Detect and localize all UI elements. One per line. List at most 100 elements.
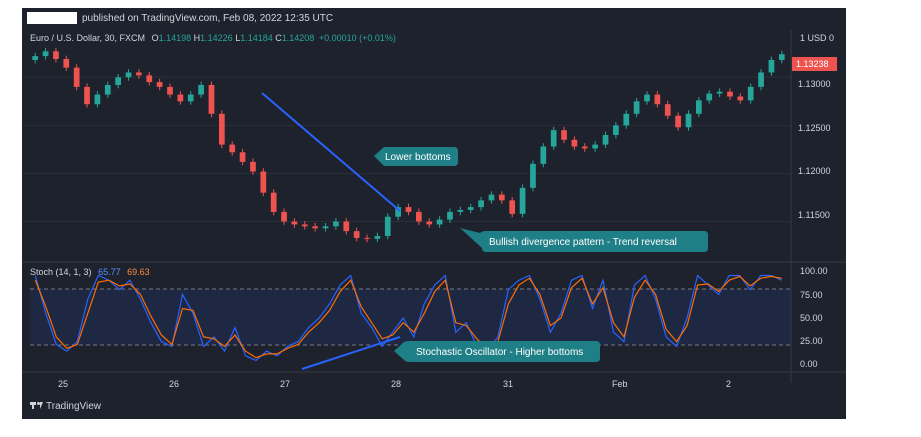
candle-body [53, 51, 59, 60]
candle-body [146, 75, 153, 83]
candle-body [156, 82, 163, 87]
candle-body [675, 115, 681, 128]
candles [32, 47, 785, 243]
callout-bullish-divergence-text: Bullish divergence pattern - Trend rever… [489, 237, 677, 248]
candle-body [229, 144, 236, 153]
ohlc-h-label: H [193, 33, 201, 43]
price-tick-2: 1.12500 [798, 123, 831, 133]
candle-body [353, 231, 360, 238]
candle-body [405, 207, 412, 212]
chart-frame: Lower bottoms Bullish divergence pattern… [22, 8, 846, 419]
candle-body [42, 51, 49, 57]
time-tick-26: 26 [169, 379, 179, 389]
time-tick-2: 2 [726, 379, 731, 389]
price-tick-4: 1.11500 [798, 210, 830, 220]
published-text: published on TradingView.com, Feb 08, 20… [82, 13, 334, 24]
candle-body [685, 113, 692, 128]
ohlc-c-label: C [275, 33, 282, 43]
stoch-lines [34, 274, 782, 362]
symbol-row: Euro / U.S. Dollar, 30, FXCM O1.14198 H1… [30, 33, 396, 43]
callout-lower-bottoms-text: Lower bottoms [385, 152, 451, 163]
candle-body [301, 224, 308, 227]
ohlc-l-label: L [235, 33, 241, 43]
candle-body [270, 192, 277, 212]
stoch-tick-0: 0.00 [800, 359, 818, 369]
candle-body [322, 226, 329, 229]
stoch-legend-label: Stoch (14, 1, 3) [30, 267, 92, 277]
candle-body [602, 134, 609, 145]
candle-body [654, 94, 661, 105]
candle-body [187, 94, 194, 102]
candle-body [561, 130, 567, 140]
candle-body [519, 187, 526, 214]
price-tick-1: 1.13000 [798, 79, 831, 89]
candle-body [94, 94, 101, 105]
current-price-text: 1.13238 [796, 59, 829, 69]
candle-body [727, 91, 733, 97]
stoch-legend: Stoch (14, 1, 3) 65.77 69.63 [30, 267, 150, 277]
callout-lower-bottoms [374, 147, 458, 166]
stoch-tick-75: 75.00 [800, 290, 823, 300]
ohlc-o-value: 1.14198 [158, 33, 192, 43]
symbol-title: Euro / U.S. Dollar, 30, FXCM [30, 33, 146, 43]
candle-body [644, 94, 650, 102]
candle-body [447, 211, 453, 220]
time-tick-feb: Feb [612, 379, 628, 389]
ohlc-c-value: 1.14208 [281, 33, 315, 43]
candle-body [540, 146, 547, 164]
candle-body [716, 91, 723, 94]
candle-body [384, 216, 391, 236]
candle-body [291, 221, 298, 225]
stoch-d-value: 69.63 [127, 267, 150, 277]
candle-body [457, 209, 464, 212]
time-tick-31: 31 [503, 379, 513, 389]
candle-body [550, 130, 557, 147]
candle-body [592, 144, 599, 149]
published-redaction [27, 12, 77, 24]
candle-body [343, 221, 350, 232]
candle-body [498, 194, 505, 201]
tradingview-logo-icon [30, 402, 43, 409]
current-price-badge [792, 57, 837, 71]
time-tick-27: 27 [280, 379, 290, 389]
stoch-trendline [301, 336, 401, 370]
candle-body [167, 86, 173, 95]
ohlc-h-value: 1.14226 [200, 33, 233, 43]
candle-body [696, 100, 702, 114]
candle-body [436, 219, 443, 225]
ohlc-o-label: O [151, 33, 159, 43]
candle-body [136, 72, 142, 76]
candle-body [125, 72, 132, 78]
time-tick-25: 25 [58, 379, 68, 389]
stoch-band [30, 289, 791, 345]
candle-body [478, 200, 484, 208]
candle-body [633, 101, 640, 114]
candle-body [571, 139, 578, 147]
candle-body [737, 96, 744, 101]
candle-body [364, 237, 370, 239]
candle-body [706, 93, 713, 101]
candle-body [73, 67, 80, 87]
candle-body [623, 113, 630, 126]
price-tick-3: 1.12000 [798, 166, 831, 176]
candle-body [758, 72, 764, 87]
time-tick-28: 28 [391, 379, 401, 389]
chart-svg: Lower bottoms Bullish divergence pattern… [22, 30, 846, 412]
callout-stoch-higher-bottoms [394, 341, 600, 362]
candle-body [198, 84, 204, 95]
candle-body [664, 104, 671, 116]
candle-body [63, 59, 70, 68]
candle-body [613, 125, 619, 135]
candle-body [509, 200, 516, 214]
price-trendline [261, 92, 401, 212]
callout-stoch-higher-bottoms-text: Stochastic Oscillator - Higher bottoms [416, 347, 583, 358]
candle-body [333, 221, 339, 227]
stoch-k-value: 65.77 [98, 267, 121, 277]
candle-body [778, 54, 785, 60]
candle-body [395, 207, 401, 217]
candle-body [467, 207, 474, 210]
candle-body [218, 113, 225, 145]
footer-brand: TradingView [46, 401, 102, 412]
candle-body [581, 146, 588, 149]
candle-body [84, 86, 90, 105]
